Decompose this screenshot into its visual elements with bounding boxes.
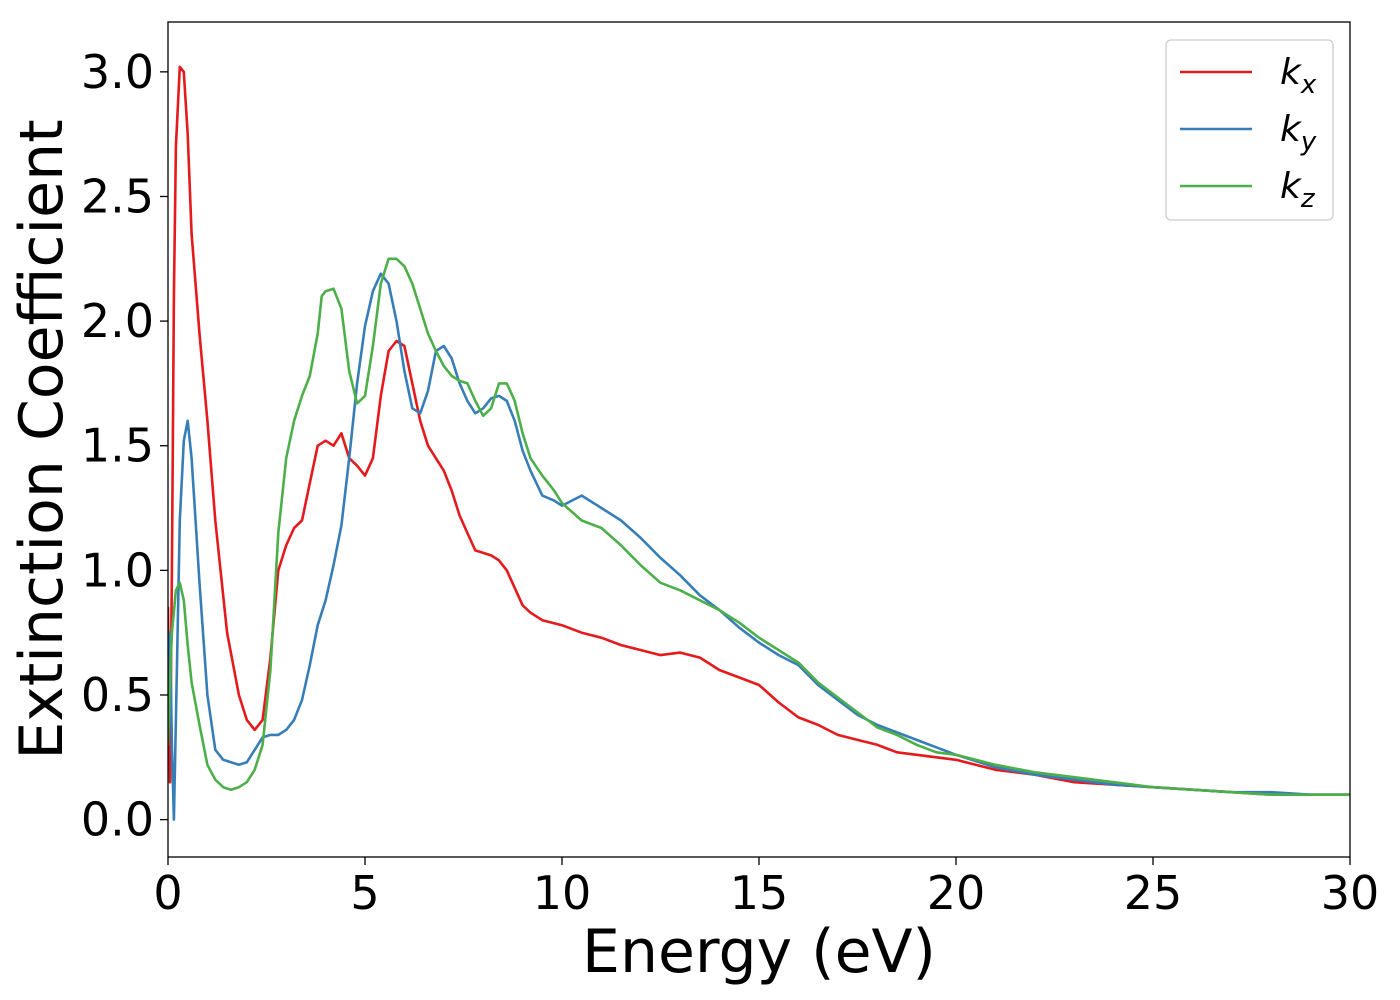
x-tick-label: 0 bbox=[153, 866, 182, 920]
y-tick-label: 3.0 bbox=[81, 45, 154, 99]
x-tick-label: 15 bbox=[730, 866, 789, 920]
y-tick-label: 2.5 bbox=[81, 169, 154, 223]
y-axis-title: Extinction Coefficient bbox=[7, 119, 77, 759]
y-tick-label: 0.5 bbox=[81, 668, 154, 722]
legend-label-y: ky bbox=[1280, 109, 1317, 157]
y-tick-label: 2.0 bbox=[81, 294, 154, 348]
x-tick-label: 10 bbox=[533, 866, 592, 920]
legend-label-x: kx bbox=[1280, 52, 1317, 100]
x-tick-label: 20 bbox=[927, 866, 986, 920]
legend: kx ky kz bbox=[1165, 39, 1334, 221]
x-axis-title: Energy (eV) bbox=[582, 917, 936, 987]
x-tick-label: 5 bbox=[350, 866, 379, 920]
series-line-y bbox=[168, 272, 1350, 821]
y-tick-label: 0.0 bbox=[81, 793, 154, 847]
series-layer bbox=[168, 65, 1350, 821]
y-axis: 0.0 0.5 1.0 1.5 2.0 2.5 3.0 bbox=[81, 45, 168, 847]
legend-label-z: kz bbox=[1280, 166, 1316, 214]
x-tick-label: 25 bbox=[1124, 866, 1183, 920]
y-tick-label: 1.0 bbox=[81, 543, 154, 597]
x-tick-label: 30 bbox=[1321, 866, 1380, 920]
y-tick-label: 1.5 bbox=[81, 419, 154, 473]
x-axis: 0 5 10 15 20 25 30 bbox=[153, 857, 1379, 920]
series-line-z bbox=[168, 257, 1350, 796]
series-line-x bbox=[168, 65, 1350, 796]
